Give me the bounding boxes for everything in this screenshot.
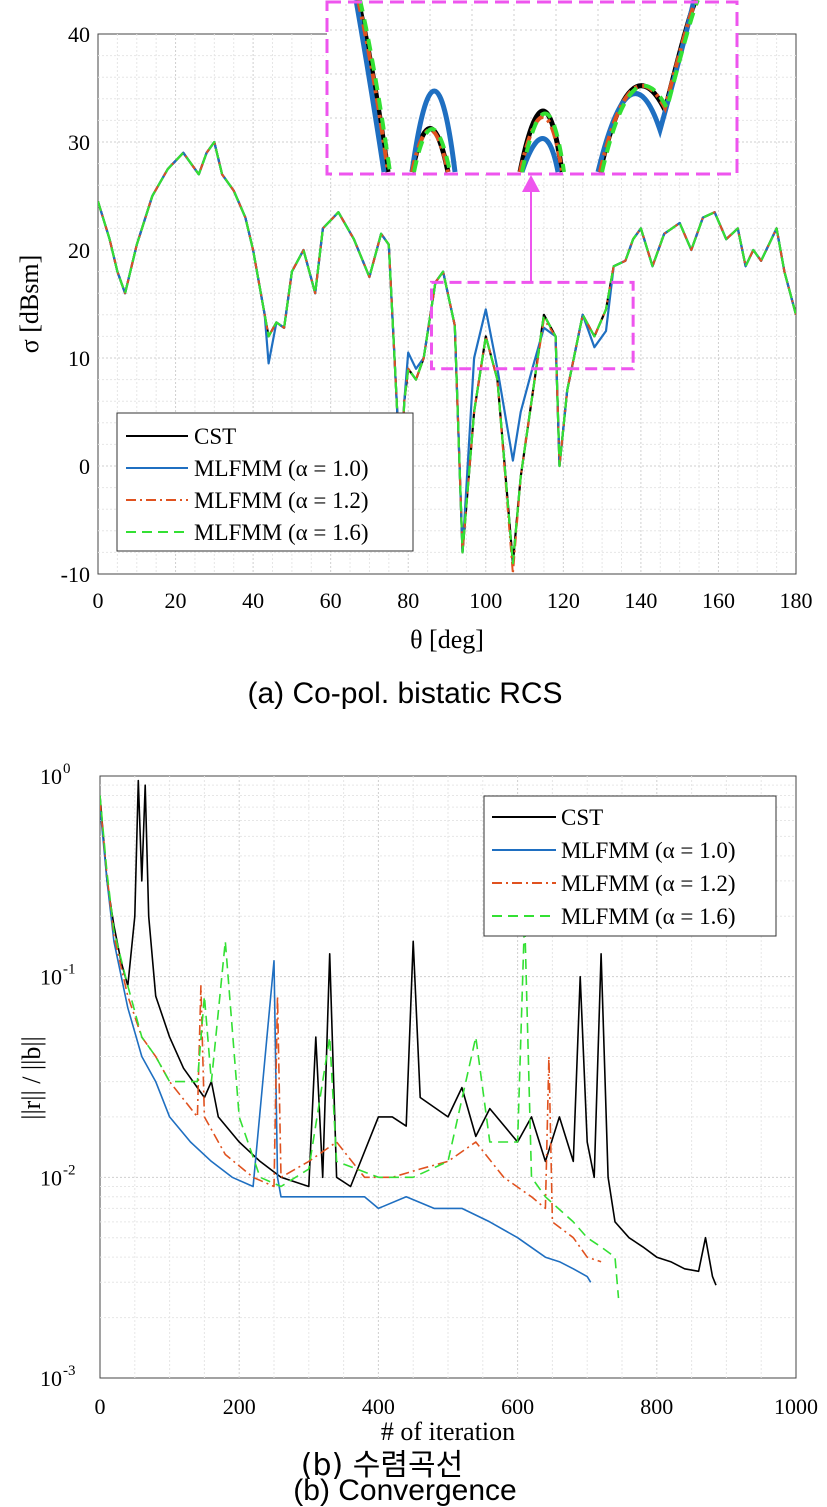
- inset-series-line: [410, 128, 450, 173]
- rcs-y-tick-label: 0: [79, 454, 90, 479]
- convergence-y-tick-base: 10: [40, 965, 62, 990]
- inset-series-line: [358, 0, 392, 173]
- rcs-x-tick-label: 80: [397, 588, 419, 613]
- rcs-y-tick-label: 40: [68, 22, 90, 47]
- convergence-y-tick-base: 10: [40, 764, 62, 789]
- convergence-y-tick-exponent: -1: [63, 962, 76, 978]
- rcs-x-tick-label: 0: [93, 588, 104, 613]
- rcs-x-tick-label: 40: [242, 588, 264, 613]
- convergence-legend-label: MLFMM (α = 1.2): [561, 871, 736, 896]
- rcs-zoom-indicator: [325, 0, 739, 371]
- convergence-y-tick-exponent: 0: [63, 761, 71, 777]
- rcs-x-tick-label: 140: [624, 588, 657, 613]
- convergence-legend-box: [483, 795, 777, 937]
- zoom-arrow-head: [522, 175, 540, 192]
- rcs-x-tick-label: 20: [165, 588, 187, 613]
- rcs-series-lines: [98, 140, 796, 574]
- rcs-x-tick-label: 160: [702, 588, 735, 613]
- inset-series-line: [518, 115, 564, 173]
- rcs-legend-label: MLFMM (α = 1.2): [194, 488, 369, 513]
- rcs-x-axis-label: θ [deg]: [410, 625, 484, 654]
- rcs-y-tick-label: 10: [68, 346, 90, 371]
- zoom-region-box: [429, 280, 635, 371]
- zoom-inset-border: [325, 0, 739, 176]
- convergence-y-tick-base: 10: [40, 1165, 62, 1190]
- convergence-y-tick-exponent: -2: [63, 1162, 76, 1178]
- convergence-legend-label: MLFMM (α = 1.6): [561, 904, 736, 929]
- convergence-series-lines: [100, 779, 717, 1299]
- rcs-legend-label: MLFMM (α = 1.0): [194, 456, 369, 481]
- rcs-x-tick-label: 100: [469, 588, 502, 613]
- inset-series-line: [600, 0, 700, 173]
- rcs-y-tick-label: 30: [68, 130, 90, 155]
- inset-series-line: [520, 111, 566, 173]
- rcs-x-tick-label: 120: [547, 588, 580, 613]
- convergence-legend-label: MLFMM (α = 1.0): [561, 838, 736, 863]
- rcs-series-line: [98, 140, 796, 565]
- rcs-legend: CST MLFMM (α = 1.0) MLFMM (α = 1.2) MLFMM (…: [116, 412, 414, 552]
- convergence-series-line: [100, 807, 592, 1283]
- convergence-series-line: [100, 779, 717, 1286]
- convergence-caption: (b) Convergence: [293, 1474, 516, 1507]
- rcs-legend-label: MLFMM (α = 1.6): [194, 520, 369, 545]
- convergence-x-axis-label: # of iteration: [381, 1417, 515, 1446]
- convergence-x-tick-label: 0: [95, 1394, 106, 1419]
- convergence-y-axis-label: ||r|| / ||b||: [17, 1036, 46, 1120]
- rcs-y-axis-label: σ [dBsm]: [15, 255, 44, 354]
- inset-series-line: [409, 88, 458, 173]
- rcs-legend-label: CST: [194, 424, 236, 449]
- convergence-legend: CST MLFMM (α = 1.0) MLFMM (α = 1.2) MLFMM (…: [483, 795, 777, 937]
- rcs-y-tick-label: 20: [68, 238, 90, 263]
- convergence-y-tick-exponent: -3: [63, 1363, 76, 1379]
- convergence-x-tick-label: 400: [362, 1394, 395, 1419]
- convergence-series-line: [100, 795, 620, 1299]
- convergence-x-tick-label: 800: [640, 1394, 673, 1419]
- rcs-caption: (a) Co-pol. bistatic RCS: [247, 677, 562, 710]
- rcs-x-tick-label: 60: [320, 588, 342, 613]
- inset-series-line: [519, 136, 561, 173]
- convergence-x-tick-label: 200: [223, 1394, 256, 1419]
- convergence-y-tick-base: 10: [40, 1366, 62, 1391]
- inset-series-line: [412, 127, 452, 173]
- rcs-x-tick-label: 180: [780, 588, 813, 613]
- convergence-caption-korean: (b) 수렴곡선: [301, 1448, 463, 1483]
- convergence-x-tick-label: 600: [501, 1394, 534, 1419]
- inset-series-line: [353, 0, 387, 173]
- convergence-x-tick-label: 1000: [774, 1394, 818, 1419]
- convergence-grid: [100, 776, 796, 1378]
- zoom-inset-lines: [353, 0, 700, 173]
- convergence-legend-label: CST: [561, 805, 603, 830]
- rcs-y-tick-label: -10: [61, 562, 90, 587]
